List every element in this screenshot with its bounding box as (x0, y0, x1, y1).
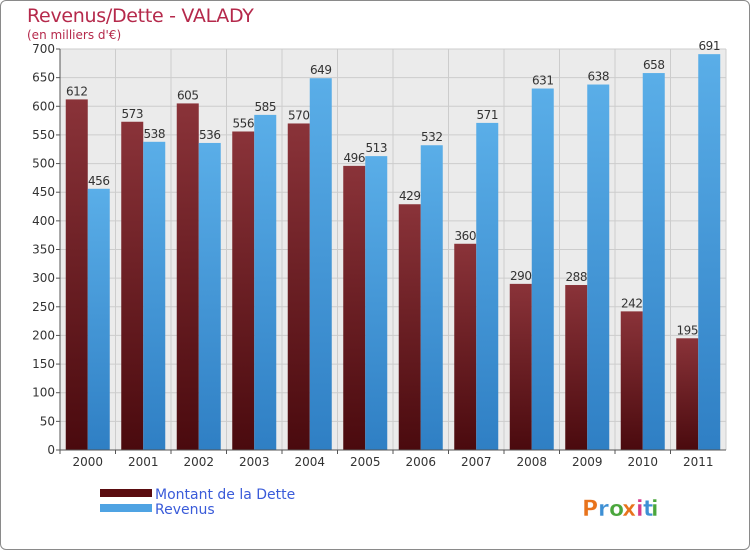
data-label-debt: 556 (233, 116, 254, 130)
y-tick-label: 550 (32, 128, 55, 142)
x-tick-label: 2001 (128, 455, 159, 469)
y-tick-label: 300 (32, 271, 55, 285)
logo-letter: x (622, 497, 636, 522)
bar-revenue (198, 142, 221, 450)
bar-debt (620, 311, 643, 450)
y-tick-label: 50 (40, 414, 55, 428)
x-tick-label: 2004 (294, 455, 325, 469)
logo-letter: r (598, 497, 609, 522)
y-tick-label: 700 (32, 42, 55, 56)
legend-label-debt: Montant de la Dette (155, 487, 295, 503)
logo-letter: t (643, 497, 654, 522)
logo-letter: P (582, 497, 598, 522)
data-label-revenue: 536 (199, 128, 220, 142)
logo-letter: o (609, 497, 624, 522)
data-label-debt: 288 (566, 270, 587, 284)
bar-debt (509, 283, 532, 450)
y-tick-label: 100 (32, 386, 55, 400)
data-label-debt: 573 (122, 107, 143, 121)
bar-debt (676, 338, 699, 450)
data-label-debt: 290 (510, 269, 531, 283)
x-tick-label: 2000 (72, 455, 103, 469)
bar-debt (287, 123, 310, 450)
y-tick-label: 400 (32, 214, 55, 228)
x-tick-label: 2002 (183, 455, 214, 469)
legend-label-revenue: Revenus (155, 502, 215, 518)
logo-letter: i (651, 497, 659, 522)
bar-debt (565, 285, 588, 450)
x-tick-label: 2006 (405, 455, 436, 469)
bar-revenue (642, 73, 665, 450)
bar-revenue (420, 145, 443, 451)
x-tick-label: 2010 (627, 455, 658, 469)
logo-letter: i (636, 497, 644, 522)
y-tick-label: 600 (32, 99, 55, 113)
bar-debt (454, 243, 477, 450)
legend-swatch-revenue (100, 504, 152, 512)
y-tick-label: 450 (32, 185, 55, 199)
y-tick-label: 150 (32, 357, 55, 371)
data-label-debt: 429 (399, 189, 420, 203)
x-tick-label: 2008 (516, 455, 547, 469)
bar-debt (398, 204, 421, 450)
data-label-revenue: 649 (310, 63, 331, 77)
plot-area: 0 50 100 150 200 250 300 350 400 450 500 550 600 650 7… (32, 39, 727, 469)
x-tick-label: 2009 (572, 455, 603, 469)
data-label-revenue: 456 (88, 174, 109, 188)
data-label-revenue: 691 (699, 39, 720, 53)
y-tick-label: 200 (32, 328, 55, 342)
bar-revenue (587, 84, 610, 450)
data-label-revenue: 532 (421, 130, 442, 144)
data-label-revenue: 585 (255, 100, 276, 114)
data-label-revenue: 571 (477, 108, 498, 122)
y-tick-label: 650 (32, 71, 55, 85)
bar-revenue (254, 114, 277, 450)
data-label-debt: 612 (66, 84, 87, 98)
bar-revenue (87, 188, 110, 450)
data-label-debt: 496 (344, 151, 365, 165)
bar-debt (343, 165, 366, 450)
legend-swatch-debt (100, 489, 152, 497)
bar-revenue (309, 78, 332, 451)
chart-subtitle: (en milliers d'€) (27, 28, 122, 42)
data-label-revenue: 538 (144, 127, 165, 141)
bar-revenue (143, 141, 166, 450)
y-tick-label: 350 (32, 243, 55, 257)
x-tick-label: 2007 (461, 455, 492, 469)
bar-debt (232, 131, 255, 450)
x-tick-label: 2005 (350, 455, 381, 469)
y-tick-label: 0 (47, 443, 55, 457)
chart-title: Revenus/Dette - VALADY (27, 5, 254, 27)
data-label-debt: 605 (177, 88, 198, 102)
y-tick-label: 500 (32, 157, 55, 171)
legend: Montant de la Dette Revenus (100, 487, 295, 518)
y-tick-label: 250 (32, 300, 55, 314)
data-label-debt: 242 (621, 296, 642, 310)
data-label-revenue: 513 (366, 141, 387, 155)
data-label-debt: 195 (677, 323, 698, 337)
data-label-debt: 360 (455, 229, 476, 243)
bar-debt (121, 121, 144, 450)
data-label-revenue: 658 (643, 58, 664, 72)
bar-revenue (476, 122, 499, 451)
bar-debt (176, 103, 199, 451)
data-label-revenue: 638 (588, 70, 609, 84)
bar-revenue (698, 54, 721, 451)
x-tick-label: 2003 (239, 455, 270, 469)
data-label-debt: 570 (288, 108, 309, 122)
bar-debt (65, 99, 88, 450)
bar-revenue (531, 88, 554, 450)
bar-revenue (365, 156, 388, 451)
x-tick-label: 2011 (683, 455, 714, 469)
data-label-revenue: 631 (532, 74, 553, 88)
